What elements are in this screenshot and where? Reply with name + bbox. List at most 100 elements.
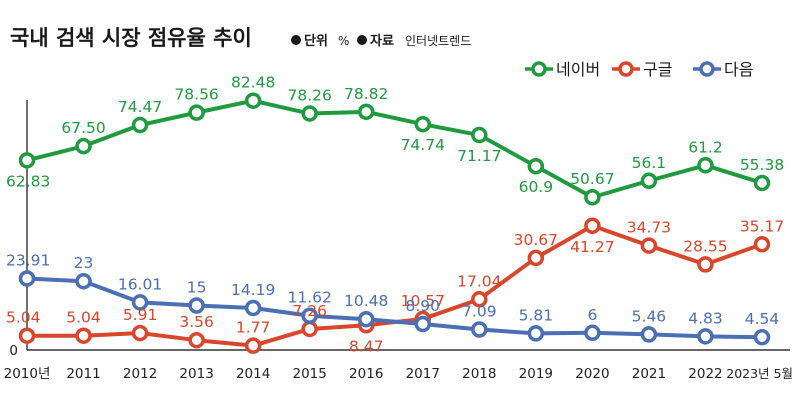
data-point-daum <box>131 294 149 311</box>
data-point-daum <box>18 270 36 287</box>
data-label-naver: 50.67 <box>570 170 614 188</box>
data-point-naver <box>188 104 205 121</box>
data-label-daum: 4.83 <box>688 309 723 327</box>
data-point-daum <box>188 297 205 314</box>
legend: 네이버 구글 다음 <box>525 60 753 79</box>
data-label-daum: 14.19 <box>231 281 275 299</box>
x-tick-label: 2011 <box>66 366 100 382</box>
source-bullet-icon <box>357 35 367 45</box>
data-point-daum <box>697 328 714 345</box>
data-point-naver <box>357 103 375 121</box>
data-label-naver: 78.26 <box>288 87 332 105</box>
data-label-google: 10.57 <box>401 292 445 310</box>
x-tick-label: 2023년 5월 <box>726 366 793 381</box>
series-lines <box>26 98 763 348</box>
data-point-naver <box>131 116 149 134</box>
data-point-google <box>301 320 318 338</box>
data-point-naver <box>75 137 92 155</box>
data-point-daum <box>301 307 318 324</box>
data-label-google: 41.27 <box>570 238 614 256</box>
data-point-daum <box>527 325 545 342</box>
x-tick-label: 2019 <box>519 366 553 382</box>
data-label-daum: 5.81 <box>519 306 554 324</box>
data-point-google <box>584 217 601 235</box>
x-tick-label: 2022 <box>688 366 722 382</box>
data-label-daum: 10.48 <box>344 292 388 310</box>
series-line-naver <box>26 98 763 200</box>
data-label-google: 7.26 <box>292 302 327 320</box>
data-point-daum <box>244 299 262 317</box>
x-tick-label: 2015 <box>293 366 327 382</box>
data-point-google <box>527 249 545 267</box>
data-point-naver <box>244 92 262 109</box>
data-label-daum: 11.62 <box>288 289 332 307</box>
unit-value: % <box>338 34 349 48</box>
data-label-google: 35.17 <box>740 217 784 235</box>
x-tick-label: 2014 <box>236 366 270 382</box>
data-label-naver: 55.38 <box>740 156 784 174</box>
x-tick-labels: 2010년 2011 2012 2013 2014 2015 2016 2017 2018 201… <box>4 366 793 382</box>
data-point-naver <box>753 174 771 192</box>
data-label-daum: 15 <box>187 278 207 296</box>
legend-marker-daum <box>699 61 715 77</box>
data-point-google <box>188 331 205 349</box>
data-point-naver <box>584 188 601 206</box>
data-label-daum: 23 <box>74 254 94 272</box>
x-tick-label: 2018 <box>462 366 496 382</box>
data-label-daum: 5.46 <box>632 307 667 325</box>
data-label-naver: 74.47 <box>118 98 162 116</box>
data-point-naver <box>471 126 488 144</box>
legend-item-google: 구글 <box>612 60 672 79</box>
data-label-google: 34.73 <box>627 219 671 237</box>
data-labels: 62.83 67.50 74.47 78.56 82.48 78.26 78.82 74.74… <box>6 74 784 356</box>
data-label-google: 28.55 <box>683 237 727 255</box>
data-label-naver: 71.17 <box>457 147 501 165</box>
data-label-daum: 8.90 <box>406 297 441 315</box>
data-label-daum: 7.09 <box>462 302 497 320</box>
unit-key: 단위 <box>304 33 328 49</box>
data-point-daum <box>75 272 92 290</box>
data-point-naver <box>301 105 318 122</box>
data-label-naver: 56.1 <box>632 154 667 172</box>
data-point-google <box>640 237 658 254</box>
x-tick-label: 2010년 <box>4 366 51 382</box>
source-key: 자료 <box>370 34 394 49</box>
data-point-google <box>471 291 488 308</box>
data-point-daum <box>414 315 432 333</box>
data-point-daum <box>471 321 488 338</box>
data-label-google: 5.91 <box>123 306 158 324</box>
data-label-daum: 23.91 <box>6 251 50 269</box>
data-point-google <box>75 327 92 344</box>
x-tick-label: 2016 <box>349 366 383 382</box>
data-label-naver: 60.9 <box>519 178 554 196</box>
legend-item-daum: 다음 <box>693 60 753 79</box>
legend-label-naver: 네이버 <box>556 60 600 79</box>
data-point-daum <box>640 326 658 343</box>
data-label-google: 3.56 <box>179 313 214 331</box>
data-label-google: 5.04 <box>6 309 41 327</box>
data-point-naver <box>527 157 545 175</box>
unit-bullet-icon <box>291 35 301 45</box>
data-label-naver: 74.74 <box>401 136 445 154</box>
data-label-google: 5.04 <box>66 309 101 327</box>
data-label-naver: 78.82 <box>344 85 388 103</box>
chart-title: 국내 검색 시장 점유율 추이 <box>10 26 252 50</box>
data-label-daum: 6 <box>587 306 597 324</box>
data-point-daum <box>753 328 771 346</box>
data-point-daum <box>584 324 601 342</box>
data-label-google: 17.04 <box>457 272 501 290</box>
data-point-google <box>244 337 262 354</box>
series-points <box>18 92 771 354</box>
x-tick-label: 2017 <box>406 366 440 382</box>
data-point-naver <box>697 157 714 174</box>
data-point-google <box>697 256 714 273</box>
legend-marker-google <box>618 61 634 77</box>
series-line-daum <box>26 276 763 340</box>
data-label-daum: 16.01 <box>118 275 162 293</box>
data-label-naver: 67.50 <box>61 119 105 137</box>
legend-marker-naver <box>531 61 547 77</box>
y-tick-label: 0 <box>9 343 18 359</box>
legend-label-daum: 다음 <box>724 60 753 79</box>
data-label-google: 8.47 <box>349 337 384 355</box>
